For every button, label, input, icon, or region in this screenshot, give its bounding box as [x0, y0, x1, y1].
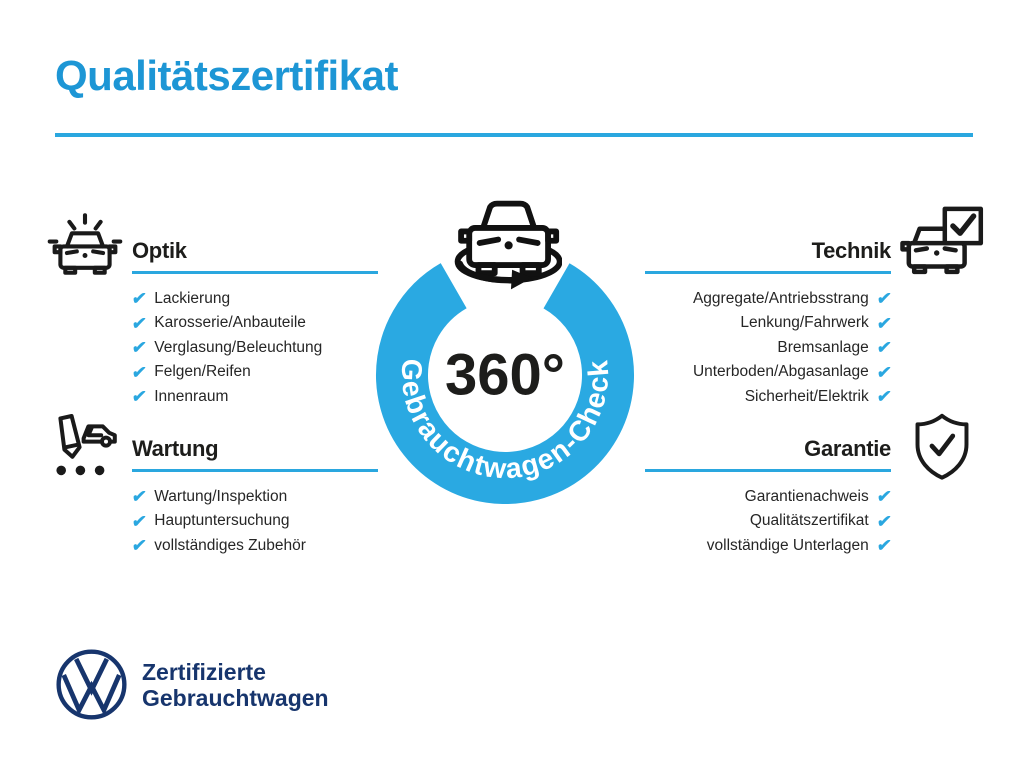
checklist-item: ✔ Karosserie/Anbauteile — [130, 313, 378, 333]
check-icon: ✔ — [875, 511, 893, 531]
checklist-item: vollständige Unterlagen ✔ — [645, 536, 893, 555]
check-icon: ✔ — [875, 338, 893, 357]
page-title: Qualitätszertifikat — [55, 52, 398, 99]
car-360-rotate-icon — [446, 192, 563, 296]
checklist-item-label: Karosserie/Anbauteile — [154, 314, 306, 331]
ring-graphic: Gebrauchtwagen-Check 360° — [376, 246, 634, 504]
section-technik-title: Technik — [811, 238, 892, 263]
checklist-item: Sicherheit/Elektrik ✔ — [645, 387, 893, 406]
checklist-item: ✔ Felgen/Reifen — [130, 362, 378, 382]
check-icon: ✔ — [875, 362, 893, 382]
check-icon: ✔ — [130, 511, 148, 531]
checklist-item: ✔ Wartung/Inspektion — [130, 487, 378, 506]
checklist-item-label: Wartung/Inspektion — [154, 487, 288, 505]
checklist-item-label: Unterboden/Abgasanlage — [692, 363, 869, 380]
checklist-item: ✔ Innenraum — [130, 387, 378, 406]
badge-360-check: Gebrauchtwagen-Check 360° — [370, 192, 640, 504]
footer-brand: Zertifizierte Gebrauchtwagen — [55, 648, 329, 721]
technik-checklist: Aggregate/Antriebsstrang ✔ Lenkung/Fahrwe… — [645, 289, 893, 406]
section-garantie-title: Garantie — [804, 436, 891, 461]
check-icon: ✔ — [875, 313, 893, 333]
checklist-item: Bremsanlage ✔ — [645, 338, 893, 357]
checklist-item-label: Innenraum — [154, 387, 229, 405]
check-icon: ✔ — [875, 487, 893, 506]
section-technik-divider — [645, 271, 891, 274]
title-divider — [55, 133, 973, 137]
checklist-item-label: Qualitätszertifikat — [749, 512, 869, 529]
section-optik-divider — [132, 271, 378, 274]
check-icon: ✔ — [130, 338, 148, 357]
checklist-item-label: Bremsanlage — [777, 338, 869, 356]
check-icon: ✔ — [130, 536, 148, 555]
check-icon: ✔ — [875, 289, 893, 308]
section-garantie-divider — [645, 469, 891, 472]
checklist-item: Lenkung/Fahrwerk ✔ — [645, 313, 893, 333]
section-wartung-divider — [132, 469, 378, 472]
section-optik: Optik ✔ Lackierung ✔ Karosserie/Anbauteile… — [130, 238, 378, 413]
checklist-item: ✔ vollständiges Zubehör — [130, 536, 378, 555]
checklist-item-label: Felgen/Reifen — [154, 363, 251, 380]
brand-text: Zertifizierte Gebrauchtwagen — [142, 659, 329, 711]
checklist-item: Unterboden/Abgasanlage ✔ — [645, 362, 893, 382]
checklist-item-label: Hauptuntersuchung — [154, 512, 290, 529]
section-technik: Technik Aggregate/Antriebsstrang ✔ Lenkun… — [645, 238, 893, 413]
checklist-item: Aggregate/Antriebsstrang ✔ — [645, 289, 893, 308]
checklist-item-label: Lackierung — [154, 289, 231, 307]
vw-logo — [55, 648, 128, 721]
wartung-checklist: ✔ Wartung/Inspektion ✔ Hauptuntersuchung ✔… — [130, 487, 378, 555]
car-shine-icon — [44, 203, 126, 285]
pencil-car-checklist-icon — [42, 404, 122, 484]
checklist-item-label: vollständige Unterlagen — [706, 536, 869, 554]
brand-line-2: Gebrauchtwagen — [142, 684, 329, 711]
section-garantie: Garantie Garantienachweis ✔ Qualitätszert… — [645, 436, 893, 562]
check-icon: ✔ — [875, 536, 893, 555]
check-icon: ✔ — [130, 487, 148, 506]
check-icon: ✔ — [130, 313, 148, 333]
check-icon: ✔ — [130, 387, 148, 406]
checklist-item-label: Lenkung/Fahrwerk — [740, 314, 869, 331]
garantie-checklist: Garantienachweis ✔ Qualitätszertifikat ✔ v… — [645, 487, 893, 555]
checklist-item: Garantienachweis ✔ — [645, 487, 893, 506]
brand-line-1: Zertifizierte — [142, 658, 266, 685]
checklist-item: ✔ Hauptuntersuchung — [130, 511, 378, 531]
degrees-label: 360° — [445, 343, 565, 408]
check-icon: ✔ — [130, 362, 148, 382]
checklist-item-label: Verglasung/Beleuchtung — [154, 338, 323, 356]
section-optik-title: Optik — [132, 238, 187, 263]
shield-check-icon — [906, 408, 978, 484]
section-wartung: Wartung ✔ Wartung/Inspektion ✔ Hauptunters… — [130, 436, 378, 562]
optik-checklist: ✔ Lackierung ✔ Karosserie/Anbauteile ✔ Verg… — [130, 289, 378, 406]
checklist-item-label: Garantienachweis — [744, 487, 869, 505]
check-icon: ✔ — [130, 289, 148, 308]
car-checkbox-icon — [898, 203, 988, 285]
checklist-item: ✔ Verglasung/Beleuchtung — [130, 338, 378, 357]
check-icon: ✔ — [875, 387, 893, 406]
checklist-item: Qualitätszertifikat ✔ — [645, 511, 893, 531]
checklist-item-label: Sicherheit/Elektrik — [744, 387, 869, 405]
checklist-item: ✔ Lackierung — [130, 289, 378, 308]
section-wartung-title: Wartung — [132, 436, 219, 461]
checklist-item-label: Aggregate/Antriebsstrang — [692, 289, 869, 307]
checklist-item-label: vollständiges Zubehör — [154, 536, 306, 554]
